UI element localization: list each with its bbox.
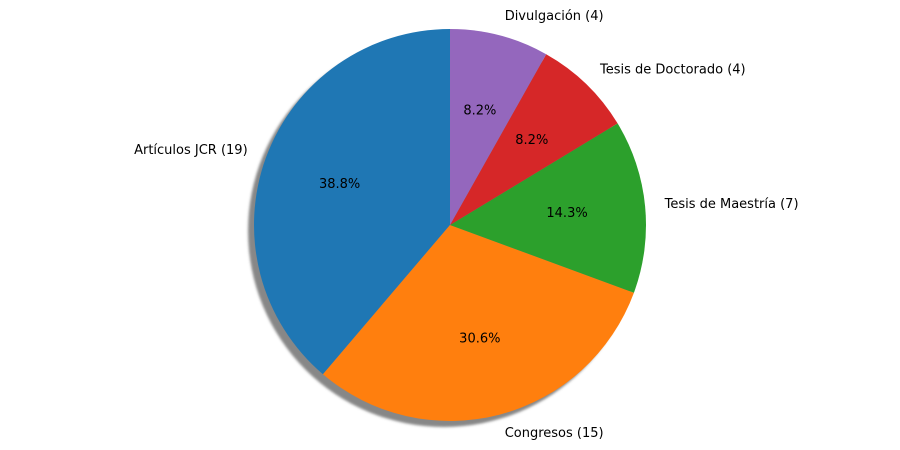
pie-pct-label-3: 8.2% [515,133,548,148]
pie-slice-3 [450,54,618,226]
pie-slices [254,29,646,422]
pie-slice-1 [322,225,634,422]
pie-labels: Artículos JCR (19) 38.8% Congresos (15) 30.… [134,9,798,441]
pie-slice-label-2: Tesis de Maestría (7) [664,197,799,212]
pie-pct-label-1: 30.6% [459,331,500,346]
pie-pct-label-2: 14.3% [546,206,587,221]
pie-slice-4 [450,29,547,225]
pie-slice-2 [450,123,646,293]
pie-slice-label-0: Artículos JCR (19) [134,143,248,158]
pie-slice-label-1: Congresos (15) [505,426,604,441]
pie-slice-label-4: Divulgación (4) [505,9,604,24]
pie-slice-0 [254,29,450,375]
pie-pct-label-0: 38.8% [319,177,360,192]
pie-slice-label-3: Tesis de Doctorado (4) [599,63,746,78]
pie-pct-label-4: 8.2% [463,104,496,119]
